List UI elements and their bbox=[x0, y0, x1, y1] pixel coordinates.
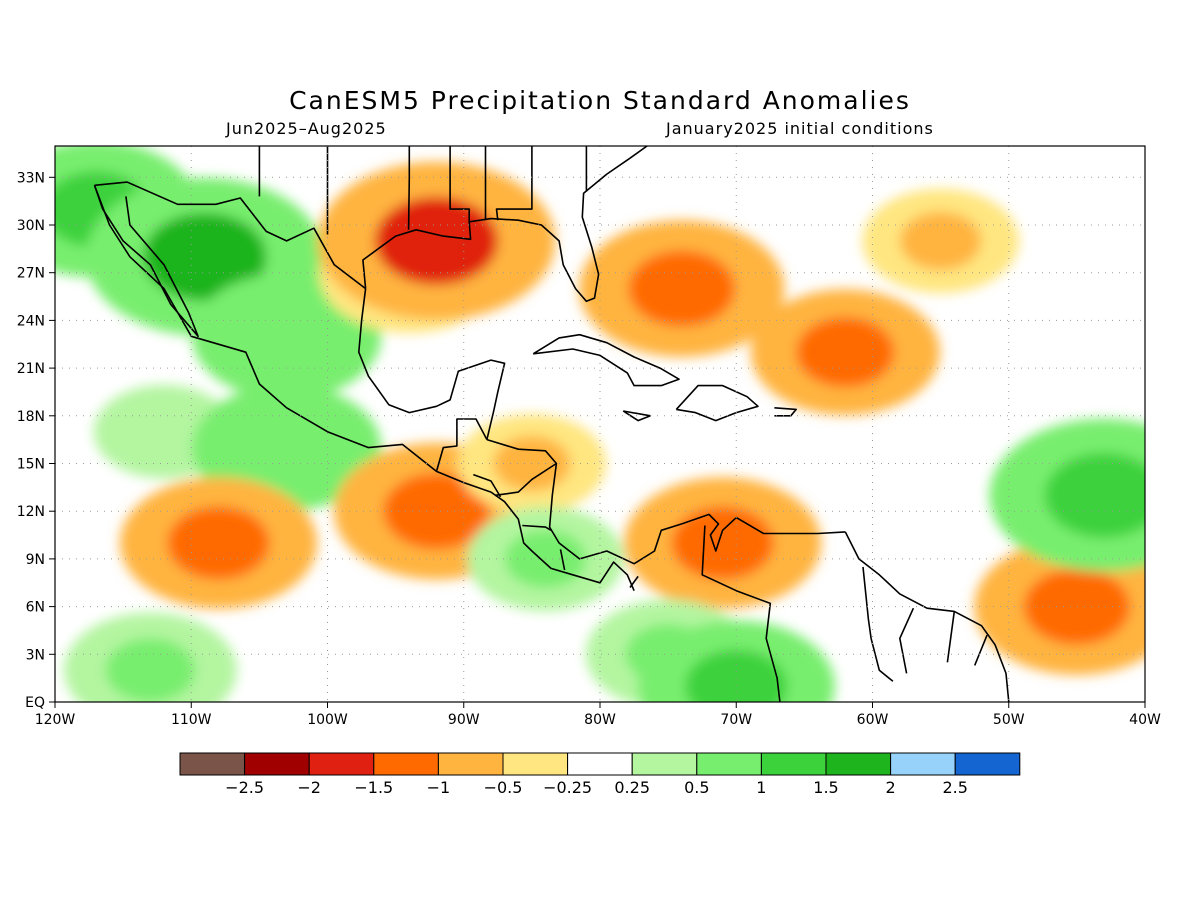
map-title: CanESM5 Precipitation Standard Anomalies bbox=[289, 86, 911, 115]
anomaly-core bbox=[628, 250, 735, 327]
lon-tick-label: 90W bbox=[448, 712, 480, 728]
colorbar-swatch bbox=[567, 752, 633, 776]
colorbar-label: −2 bbox=[297, 778, 321, 797]
lon-tick-label: 110W bbox=[171, 712, 212, 728]
colorbar-label: 2 bbox=[886, 778, 896, 797]
lon-tick-label: 120W bbox=[35, 712, 76, 728]
anomaly-core bbox=[900, 211, 982, 270]
lat-tick-label: 12N bbox=[17, 504, 45, 520]
colorbar-swatch bbox=[760, 752, 827, 776]
lat-tick-label: 33N bbox=[17, 170, 45, 186]
lat-tick-label: 24N bbox=[17, 313, 45, 329]
colorbar: −2.5 −2 −1.5 −1 −0.5 −0.25 0.25 0.5 1 1.5 2 2.5 bbox=[179, 752, 1021, 797]
colorbar-label: 0.5 bbox=[684, 778, 709, 797]
lon-tick-label: 100W bbox=[307, 712, 348, 728]
colorbar-label: −0.5 bbox=[484, 778, 523, 797]
coastlines bbox=[93, 146, 1010, 702]
colorbar-label: 1.5 bbox=[813, 778, 838, 797]
anomaly-core bbox=[383, 473, 490, 550]
anomaly-core bbox=[237, 301, 336, 372]
colorbar-label: 2.5 bbox=[942, 778, 967, 797]
colorbar-label: −1 bbox=[427, 778, 451, 797]
colorbar-swatch bbox=[179, 752, 246, 776]
anomaly-core bbox=[374, 196, 499, 285]
anomaly-core bbox=[127, 405, 201, 458]
lat-tick-label: 21N bbox=[17, 361, 45, 377]
anomaly-core bbox=[685, 649, 788, 702]
colorbar-label: −2.5 bbox=[225, 778, 264, 797]
lon-tick-label: 50W bbox=[993, 712, 1025, 728]
initial-conditions: January2025 initial conditions bbox=[666, 119, 934, 138]
anomaly-core bbox=[1023, 568, 1131, 645]
colorbar-swatch bbox=[373, 752, 439, 776]
map-axes: 120W 110W 100W 90W 80W 70W 60W 50W 40W EQ 3N 6N 9N 12… bbox=[17, 170, 1161, 728]
colorbar-label: −1.5 bbox=[354, 778, 393, 797]
forecast-period: Jun2025–Aug2025 bbox=[226, 119, 387, 138]
colorbar-swatch bbox=[437, 752, 504, 776]
colorbar-swatch bbox=[308, 752, 375, 776]
lat-tick-label: 30N bbox=[17, 218, 45, 234]
colorbar-swatch bbox=[244, 752, 310, 776]
colorbar-swatch bbox=[825, 752, 892, 776]
colorbar-swatch bbox=[954, 752, 1021, 776]
lon-tick-label: 40W bbox=[1129, 712, 1161, 728]
colorbar-swatch bbox=[696, 752, 762, 776]
lat-tick-label: 15N bbox=[17, 457, 45, 473]
colorbar-swatch bbox=[890, 752, 956, 776]
anomaly-core bbox=[1044, 452, 1145, 538]
anomaly-core bbox=[237, 412, 336, 483]
lat-tick-label: 27N bbox=[17, 266, 45, 282]
colorbar-label: −0.25 bbox=[543, 778, 592, 797]
anomaly-core bbox=[671, 506, 774, 580]
lat-tick-label: EQ bbox=[25, 695, 45, 711]
colorbar-swatch bbox=[502, 752, 569, 776]
lon-tick-label: 70W bbox=[720, 712, 752, 728]
anomaly-core bbox=[105, 638, 196, 702]
lat-tick-label: 9N bbox=[26, 552, 45, 568]
lat-tick-label: 6N bbox=[26, 600, 45, 616]
anomaly-core bbox=[796, 317, 895, 388]
lat-tick-label: 3N bbox=[26, 647, 45, 663]
anomaly-field bbox=[55, 146, 1145, 702]
lon-tick-label: 60W bbox=[857, 712, 889, 728]
anomaly-core bbox=[143, 212, 267, 301]
anomaly-core bbox=[167, 506, 270, 580]
colorbar-label: 0.25 bbox=[614, 778, 650, 797]
lon-tick-label: 80W bbox=[584, 712, 616, 728]
colorbar-swatch bbox=[631, 752, 698, 776]
colorbar-label: 1 bbox=[756, 778, 766, 797]
lat-tick-label: 18N bbox=[17, 409, 45, 425]
